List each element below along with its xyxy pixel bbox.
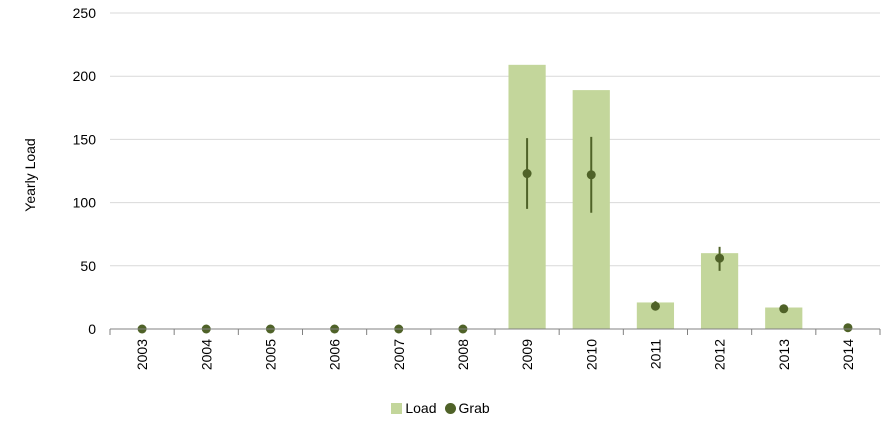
y-tick-label: 50 bbox=[80, 258, 96, 274]
y-tick-label: 250 bbox=[73, 5, 97, 21]
load-bar bbox=[765, 307, 803, 329]
gridlines bbox=[110, 12, 880, 267]
x-tick-label: 2011 bbox=[647, 339, 663, 369]
x-axis: 2003 2004 2005 2006 2007 2008 2009 2010 2011 2012… bbox=[109, 328, 881, 370]
grab-point bbox=[715, 253, 725, 263]
grab-point bbox=[843, 323, 853, 333]
x-tick-label: 2012 bbox=[712, 339, 728, 370]
y-tick-label: 0 bbox=[88, 321, 96, 337]
x-tick-label: 2013 bbox=[776, 339, 792, 370]
legend-label-grab: Grab bbox=[458, 400, 490, 416]
legend-item-load: Load bbox=[391, 400, 437, 416]
y-axis-label: Yearly Load bbox=[22, 138, 38, 211]
grab-swatch-icon bbox=[444, 402, 456, 414]
grab-points bbox=[137, 136, 853, 334]
x-tick-label: 2007 bbox=[391, 339, 407, 370]
y-tick-label: 150 bbox=[73, 131, 97, 147]
load-bars bbox=[508, 64, 803, 329]
y-tick-label: 200 bbox=[73, 68, 97, 84]
x-tick-label: 2008 bbox=[455, 339, 471, 370]
x-tick-label: 2009 bbox=[519, 339, 535, 370]
legend-item-grab: Grab bbox=[444, 400, 490, 416]
grab-point bbox=[650, 301, 660, 311]
chart-legend: Load Grab bbox=[0, 397, 881, 419]
x-tick-label: 2005 bbox=[262, 339, 278, 370]
load-swatch-icon bbox=[391, 402, 403, 414]
x-tick-label: 2014 bbox=[840, 339, 856, 370]
yearly-load-chart: 0 50 100 150 200 250 2003 2004 2005 2006 2007 2008… bbox=[22, 5, 881, 370]
x-tick-label: 2003 bbox=[134, 339, 150, 370]
grab-point bbox=[779, 304, 789, 314]
y-axis-ticks: 0 50 100 150 200 250 bbox=[73, 5, 97, 337]
x-tick-label: 2004 bbox=[198, 339, 214, 370]
grab-point bbox=[522, 169, 532, 179]
legend-label-load: Load bbox=[405, 400, 437, 416]
x-tick-label: 2006 bbox=[327, 339, 343, 370]
grab-point bbox=[586, 170, 596, 180]
x-tick-label: 2010 bbox=[583, 339, 599, 370]
y-tick-label: 100 bbox=[73, 195, 97, 211]
